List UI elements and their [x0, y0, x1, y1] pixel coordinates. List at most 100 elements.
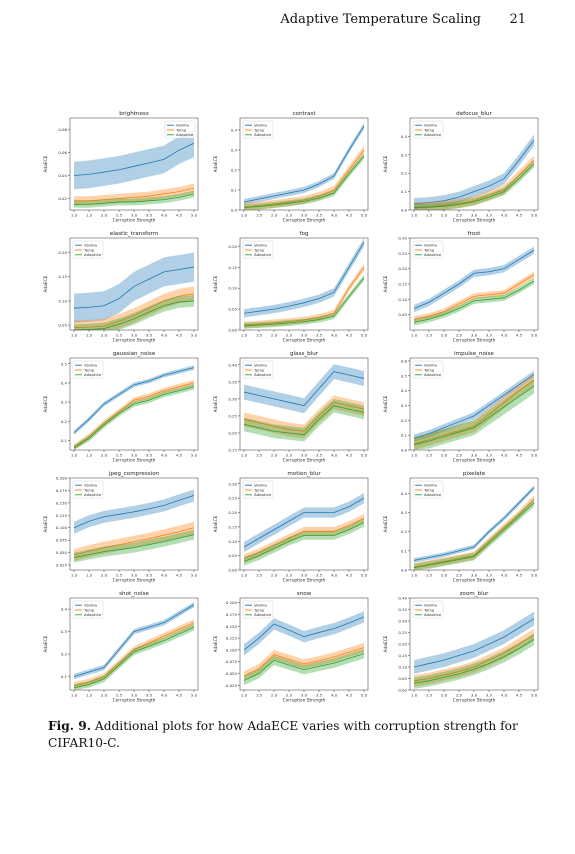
- legend-entry-vanilla: Vanilla: [254, 363, 267, 368]
- legend-entry-vanilla: Vanilla: [84, 243, 97, 248]
- series-line-vanilla: [243, 125, 365, 203]
- x-axis-label: Corruption Strength: [283, 458, 326, 464]
- y-axis-label: AdaECE: [383, 515, 389, 532]
- y-tick-label: 0.4: [61, 380, 68, 385]
- x-tick-label: 4.5: [516, 333, 523, 338]
- series-line-vanilla: [243, 497, 365, 548]
- series-line-adaptive: [74, 193, 195, 205]
- legend-entry-adaptive: Adaptive: [424, 612, 442, 617]
- x-tick-label: 2.0: [441, 573, 448, 578]
- x-tick-label: 4.0: [331, 213, 338, 218]
- subplot-title: elastic_transform: [110, 231, 158, 237]
- x-tick-label: 3.0: [471, 693, 478, 698]
- y-axis-label: AdaECE: [213, 395, 219, 412]
- y-tick-label: 0.1: [61, 674, 68, 679]
- series-line-temp: [413, 634, 535, 682]
- x-tick-label: 4.0: [161, 573, 168, 578]
- x-tick-label: 2.5: [286, 453, 293, 458]
- y-axis-label: AdaECE: [43, 635, 49, 652]
- subplot-title: impulse_noise: [454, 351, 494, 357]
- y-tick-label: 0.20: [58, 250, 67, 255]
- y-tick-label: 0.150: [56, 500, 68, 505]
- legend-entry-vanilla: Vanilla: [254, 123, 267, 128]
- x-tick-label: 1.0: [71, 333, 78, 338]
- x-tick-label: 5.0: [531, 573, 538, 578]
- subplot-snow: snow 0.025 0.050 0.075 0.100 0.125 0.150 0.175 0…: [213, 591, 369, 704]
- legend-entry-adaptive: Adaptive: [424, 492, 442, 497]
- x-tick-label: 5.0: [531, 693, 538, 698]
- band-temp: [74, 286, 194, 330]
- y-axis-label: AdaECE: [43, 275, 49, 292]
- x-tick-label: 3.5: [146, 453, 153, 458]
- x-tick-label: 1.5: [86, 573, 93, 578]
- x-tick-label: 2.5: [456, 573, 463, 578]
- x-tick-label: 1.5: [86, 693, 93, 698]
- x-tick-label: 3.5: [486, 333, 493, 338]
- series-line-adaptive: [243, 522, 365, 562]
- y-tick-label: 0.2: [231, 168, 238, 173]
- series-line-vanilla: [413, 373, 535, 439]
- x-axis-label: Corruption Strength: [113, 578, 156, 584]
- band-adaptive: [244, 648, 364, 686]
- x-tick-label: 2.0: [101, 213, 108, 218]
- subplot-pixelate: pixelate 0.0 0.1 0.2 0.3 0.4 1.0 1.5 2.0 2.5 3.0 3.…: [383, 471, 539, 584]
- y-tick-label: 0.00: [228, 328, 237, 333]
- legend-entry-vanilla: Vanilla: [254, 243, 267, 248]
- x-tick-label: 4.5: [516, 573, 523, 578]
- band-vanilla: [244, 238, 364, 318]
- x-tick-label: 1.0: [241, 453, 248, 458]
- series-line-adaptive: [413, 163, 535, 209]
- x-tick-label: 1.5: [426, 213, 433, 218]
- legend-entry-temp: Temp: [253, 607, 265, 612]
- legend-entry-temp: Temp: [423, 247, 435, 252]
- x-tick-label: 3.5: [486, 693, 493, 698]
- x-tick-label: 5.0: [191, 573, 198, 578]
- y-tick-label: 0.3: [401, 510, 408, 515]
- x-tick-label: 3.0: [131, 333, 138, 338]
- y-tick-label: 0.4: [61, 607, 68, 612]
- y-tick-label: 0.25: [228, 496, 237, 501]
- y-tick-label: 0.2: [401, 529, 408, 534]
- legend-entry-temp: Temp: [175, 127, 187, 132]
- series-line-vanilla: [413, 139, 535, 204]
- legend-entry-temp: Temp: [83, 367, 95, 372]
- x-tick-label: 4.0: [161, 333, 168, 338]
- band-adaptive: [244, 398, 364, 442]
- y-tick-label: 0.20: [398, 642, 407, 647]
- x-tick-label: 3.0: [131, 573, 138, 578]
- series-line-adaptive: [413, 280, 535, 323]
- series-line-vanilla: [243, 241, 365, 314]
- y-tick-label: 0.075: [226, 659, 238, 664]
- x-tick-label: 3.5: [316, 693, 323, 698]
- subplot-shot-noise: shot_noise 0.1 0.2 0.3 0.4 1.0 1.5 2.0 2.5 3.0 3.5…: [43, 591, 199, 704]
- figure-caption: Fig. 9. Additional plots for how AdaECE …: [48, 718, 528, 752]
- subplot-title: jpeg_compression: [108, 471, 160, 477]
- legend-entry-temp: Temp: [83, 607, 95, 612]
- x-tick-label: 3.5: [316, 333, 323, 338]
- series-line-temp: [243, 647, 365, 677]
- band-adaptive: [74, 383, 194, 450]
- band-vanilla: [74, 252, 194, 323]
- figure-grid: brightness 0.02 0.04 0.06 0.08 1.0 1.5 2.0 2.5 3.…: [43, 111, 539, 704]
- legend-entry-adaptive: Adaptive: [424, 252, 442, 257]
- x-tick-label: 3.0: [131, 453, 138, 458]
- legend-entry-adaptive: Adaptive: [84, 492, 102, 497]
- band-adaptive: [74, 295, 194, 330]
- y-tick-label: 0.4: [401, 134, 408, 139]
- y-tick-label: 0.20: [228, 510, 237, 515]
- x-tick-label: 3.0: [131, 693, 138, 698]
- band-vanilla: [414, 246, 534, 313]
- x-tick-label: 2.0: [101, 453, 108, 458]
- y-tick-label: 0.25: [398, 630, 407, 635]
- x-tick-label: 2.0: [271, 693, 278, 698]
- y-tick-label: 0.075: [56, 538, 68, 543]
- subplot-frost: frost 0.05 0.10 0.15 0.20 0.25 0.30 1.0 1.5 2.0 2.…: [383, 231, 539, 344]
- legend-entry-vanilla: Vanilla: [424, 363, 437, 368]
- band-temp: [244, 513, 364, 563]
- y-tick-label: 0.175: [226, 612, 238, 617]
- x-tick-label: 1.5: [256, 693, 263, 698]
- series-line-adaptive: [73, 626, 195, 689]
- band-adaptive: [244, 274, 364, 329]
